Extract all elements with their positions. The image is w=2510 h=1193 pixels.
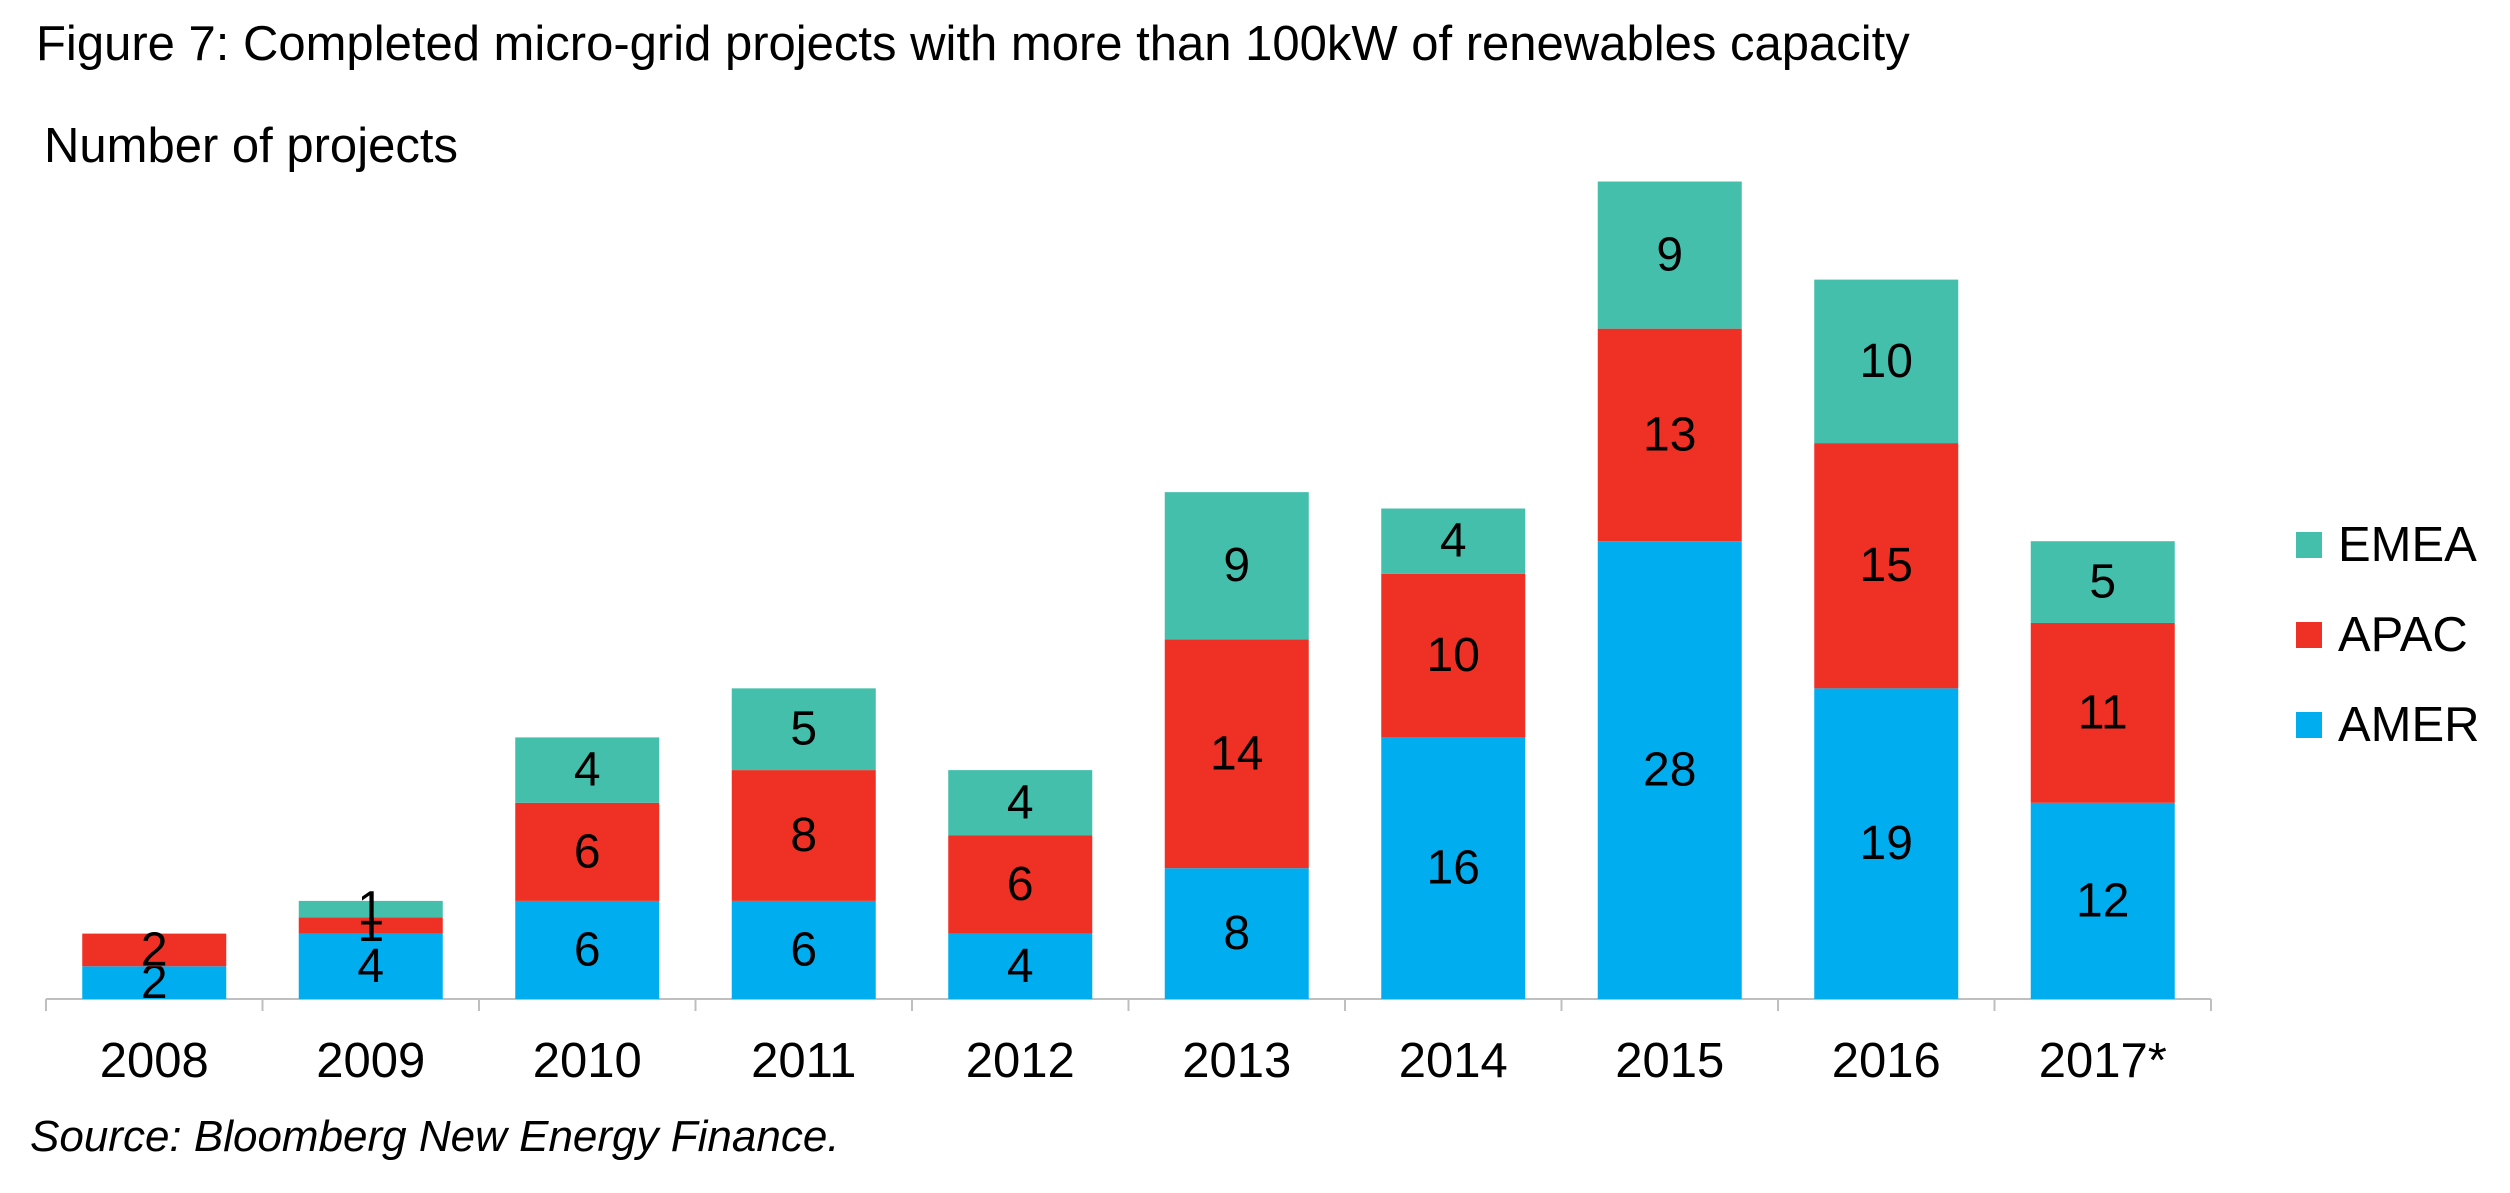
bar-apac-2008 xyxy=(82,933,227,967)
bar-amer-2012 xyxy=(948,933,1093,999)
y-axis-label: Number of projects xyxy=(44,119,458,173)
bar-amer-2015 xyxy=(1597,541,1742,999)
bar-amer-2009 xyxy=(298,933,443,999)
x-tick-label-2012: 2012 xyxy=(966,1034,1075,1088)
x-tick-label-2010: 2010 xyxy=(533,1034,642,1088)
data-label-emea-2013: 9 xyxy=(1223,539,1250,592)
legend-label-apac: APAC xyxy=(2338,608,2468,662)
data-label-apac-2012: 6 xyxy=(1007,858,1034,911)
data-label-amer-2011: 6 xyxy=(790,923,817,976)
data-label-amer-2016: 19 xyxy=(1860,817,1913,870)
bar-apac-2010 xyxy=(515,802,660,901)
data-label-apac-2010: 6 xyxy=(574,825,601,878)
bar-emea-2016 xyxy=(1814,279,1959,444)
bar-emea-2009 xyxy=(298,900,443,918)
data-label-amer-2013: 8 xyxy=(1223,907,1250,960)
data-label-emea-2017*: 5 xyxy=(2089,556,2116,609)
bar-apac-2014 xyxy=(1381,573,1526,738)
data-label-amer-2010: 6 xyxy=(574,923,601,976)
chart-legend: EMEA APAC AMER xyxy=(2296,500,2480,770)
data-label-emea-2015: 9 xyxy=(1656,229,1683,282)
x-tick-label-2017*: 2017* xyxy=(2039,1034,2167,1088)
data-label-emea-2014: 4 xyxy=(1440,515,1467,568)
data-label-emea-2009: 1 xyxy=(357,883,384,936)
x-tick-label-2011: 2011 xyxy=(751,1034,856,1088)
bar-amer-2011 xyxy=(731,900,876,999)
data-label-amer-2015: 28 xyxy=(1643,744,1696,797)
data-label-emea-2016: 10 xyxy=(1860,335,1913,388)
bar-emea-2015 xyxy=(1597,181,1742,329)
legend-label-emea: EMEA xyxy=(2338,518,2477,572)
legend-item-amer: AMER xyxy=(2296,680,2480,770)
bar-amer-2014 xyxy=(1381,737,1526,999)
bar-apac-2011 xyxy=(731,770,876,901)
data-label-apac-2015: 13 xyxy=(1643,408,1696,461)
bar-apac-2009 xyxy=(298,917,443,934)
data-label-emea-2010: 4 xyxy=(574,744,601,797)
bar-apac-2016 xyxy=(1814,443,1959,689)
bar-emea-2017* xyxy=(2030,541,2175,623)
bar-amer-2008 xyxy=(82,966,227,999)
x-tick-label-2008: 2008 xyxy=(100,1034,209,1088)
x-tick-label-2013: 2013 xyxy=(1182,1034,1291,1088)
data-label-apac-2017*: 11 xyxy=(2078,686,2128,739)
legend-swatch-apac xyxy=(2296,622,2322,648)
data-label-apac-2013: 14 xyxy=(1210,727,1263,780)
x-tick-label-2009: 2009 xyxy=(316,1034,425,1088)
data-label-amer-2012: 4 xyxy=(1007,940,1034,993)
data-label-apac-2008: 2 xyxy=(141,923,168,976)
x-tick-label-2015: 2015 xyxy=(1615,1034,1724,1088)
bar-apac-2015 xyxy=(1597,328,1742,542)
data-label-amer-2014: 16 xyxy=(1427,842,1480,895)
legend-item-apac: APAC xyxy=(2296,590,2480,680)
data-label-apac-2016: 15 xyxy=(1860,539,1913,592)
legend-swatch-emea xyxy=(2296,532,2322,558)
bar-emea-2010 xyxy=(515,737,660,803)
data-label-amer-2009: 4 xyxy=(357,940,384,993)
bar-amer-2017* xyxy=(2030,802,2175,999)
bar-emea-2011 xyxy=(731,688,876,771)
data-label-amer-2017*: 12 xyxy=(2076,874,2129,927)
bar-apac-2013 xyxy=(1164,639,1309,869)
data-label-emea-2012: 4 xyxy=(1007,776,1034,829)
data-label-apac-2014: 10 xyxy=(1427,629,1480,682)
data-label-apac-2011: 8 xyxy=(790,809,817,862)
bar-amer-2013 xyxy=(1164,868,1309,999)
bar-amer-2016 xyxy=(1814,688,1959,999)
chart-title: Figure 7: Completed micro-grid projects … xyxy=(36,17,1910,71)
x-tick-label-2016: 2016 xyxy=(1832,1034,1941,1088)
data-label-emea-2011: 5 xyxy=(790,703,817,756)
bar-emea-2012 xyxy=(948,770,1093,836)
source-note: Source: Bloomberg New Energy Finance. xyxy=(30,1112,840,1161)
legend-label-amer: AMER xyxy=(2338,698,2480,752)
bar-emea-2013 xyxy=(1164,492,1309,640)
legend-item-emea: EMEA xyxy=(2296,500,2480,590)
legend-swatch-amer xyxy=(2296,712,2322,738)
x-tick-label-2014: 2014 xyxy=(1399,1034,1508,1088)
bar-amer-2010 xyxy=(515,900,660,999)
bar-apac-2017* xyxy=(2030,622,2175,803)
bar-apac-2012 xyxy=(948,835,1093,934)
bar-emea-2014 xyxy=(1381,508,1526,574)
